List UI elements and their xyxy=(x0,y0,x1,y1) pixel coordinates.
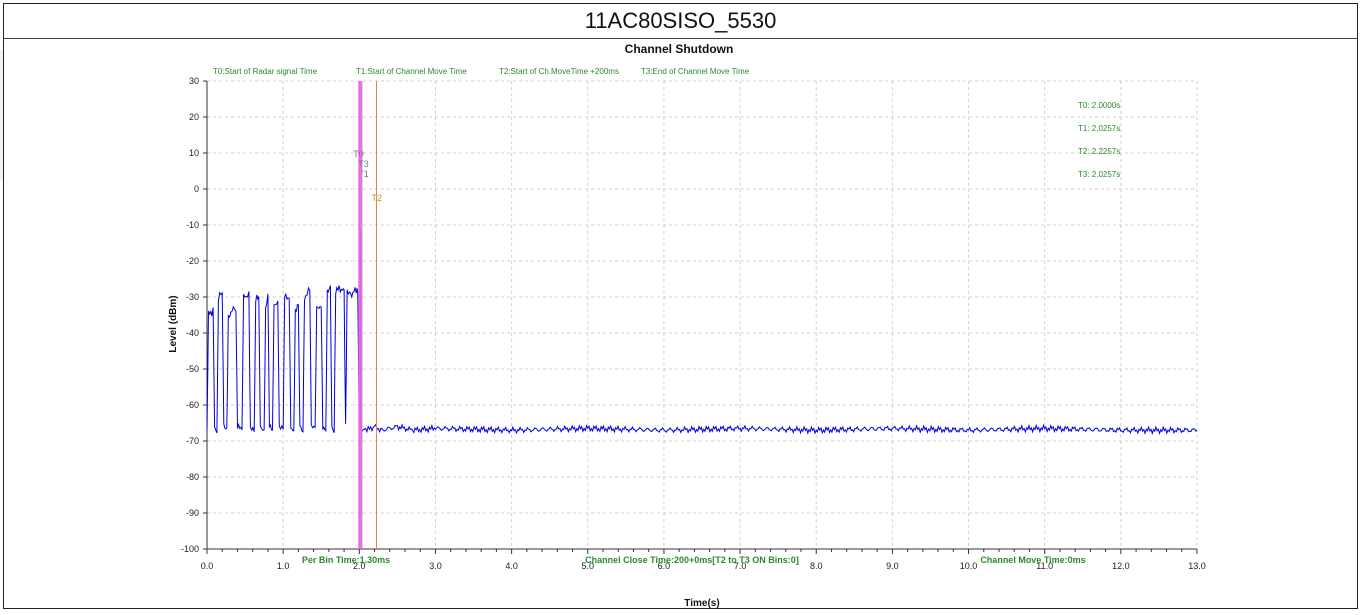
marker-label-t1: T1 xyxy=(358,169,369,179)
series-line xyxy=(206,229,1198,436)
y-tick-label: -90 xyxy=(186,508,199,518)
x-tick-label: 3.0 xyxy=(429,561,442,571)
x-tick-label: 4.0 xyxy=(505,561,518,571)
series-group xyxy=(206,229,1198,436)
legend-entry: T0:Start of Radar signal Time xyxy=(213,67,318,76)
y-tick-label: -30 xyxy=(186,292,199,302)
marker-legend: T0:Start of Radar signal Time T1:Start of… xyxy=(213,67,750,76)
y-tick-label: -100 xyxy=(181,544,199,554)
chart-title: Channel Shutdown xyxy=(625,42,734,56)
legend-entry: T1:Start of Channel Move Time xyxy=(356,67,467,76)
x-tick-label: 11.0 xyxy=(1036,561,1053,571)
x-tick-label: 0.0 xyxy=(201,561,214,571)
marker-label-t0: T0 xyxy=(353,149,364,159)
plot-area: Channel Shutdown Level (dBm) Time(s) T0 T… xyxy=(4,39,1359,610)
y-tick-label: -80 xyxy=(186,472,199,482)
x-tick-label: 2.0 xyxy=(353,561,366,571)
bottom-annotation: Per Bin Time:1.30ms xyxy=(302,555,390,565)
marker-readouts: T0: 2.0000s T1: 2.0257s T2: 2.2257s T3: 2.0… xyxy=(1078,101,1120,179)
chart-window: 11AC80SISO_5530 Channel Shutdown Level (… xyxy=(3,3,1358,609)
bottom-annotation: Channel Close Time:200+0ms[T2 to T3 ON B… xyxy=(585,555,799,565)
y-tick-label: 20 xyxy=(189,112,199,122)
tick-labels: 0.0 1.0 2.0 3.0 4.0 5.0 6.0 7.0 8.0 9.0 10.0 11.0 12… xyxy=(181,76,1206,571)
x-axis-label: Time(s) xyxy=(684,598,719,609)
x-tick-label: 10.0 xyxy=(960,561,978,571)
y-axis-label: Level (dBm) xyxy=(168,295,179,352)
y-tick-label: -70 xyxy=(186,436,199,446)
legend-entry: T3:End of Channel Move Time xyxy=(641,67,750,76)
x-tick-label: 12.0 xyxy=(1112,561,1130,571)
legend-entry: T2:Start of Ch.MoveTime +200ms xyxy=(499,67,619,76)
y-tick-label: 0 xyxy=(194,184,199,194)
x-tick-label: 9.0 xyxy=(886,561,899,571)
marker-readout-t3: T3: 2.0257s xyxy=(1078,170,1120,179)
y-tick-label: -60 xyxy=(186,400,199,410)
bottom-annotations: Per Bin Time:1.30ms Channel Close Time:20… xyxy=(302,555,1086,565)
y-tick-label: -50 xyxy=(186,364,199,374)
y-tick-label: -40 xyxy=(186,328,199,338)
marker-readout-t2: T2: 2.2257s xyxy=(1078,147,1120,156)
marker-readout-t0: T0: 2.0000s xyxy=(1078,101,1120,110)
window-title: 11AC80SISO_5530 xyxy=(4,4,1357,39)
x-tick-label: 13.0 xyxy=(1188,561,1206,571)
y-tick-label: 30 xyxy=(189,76,199,86)
bottom-annotation: Channel Move Time:0ms xyxy=(980,555,1085,565)
grid xyxy=(206,80,1198,550)
x-tick-label: 8.0 xyxy=(810,561,823,571)
y-tick-label: 10 xyxy=(189,148,199,158)
channel-shutdown-chart: Channel Shutdown Level (dBm) Time(s) T0T… xyxy=(168,42,1206,609)
x-tick-label: 6.0 xyxy=(658,561,671,571)
y-tick-label: -10 xyxy=(186,220,199,230)
x-tick-label: 5.0 xyxy=(582,561,595,571)
marker-label-t2: T2 xyxy=(371,193,382,203)
marker-lines: T0 T1 T2 T3 xyxy=(353,81,382,549)
y-tick-label: -20 xyxy=(186,256,199,266)
x-tick-label: 1.0 xyxy=(277,561,290,571)
marker-label-t3: T3 xyxy=(358,159,369,169)
marker-readout-t1: T1: 2.0257s xyxy=(1078,124,1120,133)
x-tick-label: 7.0 xyxy=(734,561,747,571)
